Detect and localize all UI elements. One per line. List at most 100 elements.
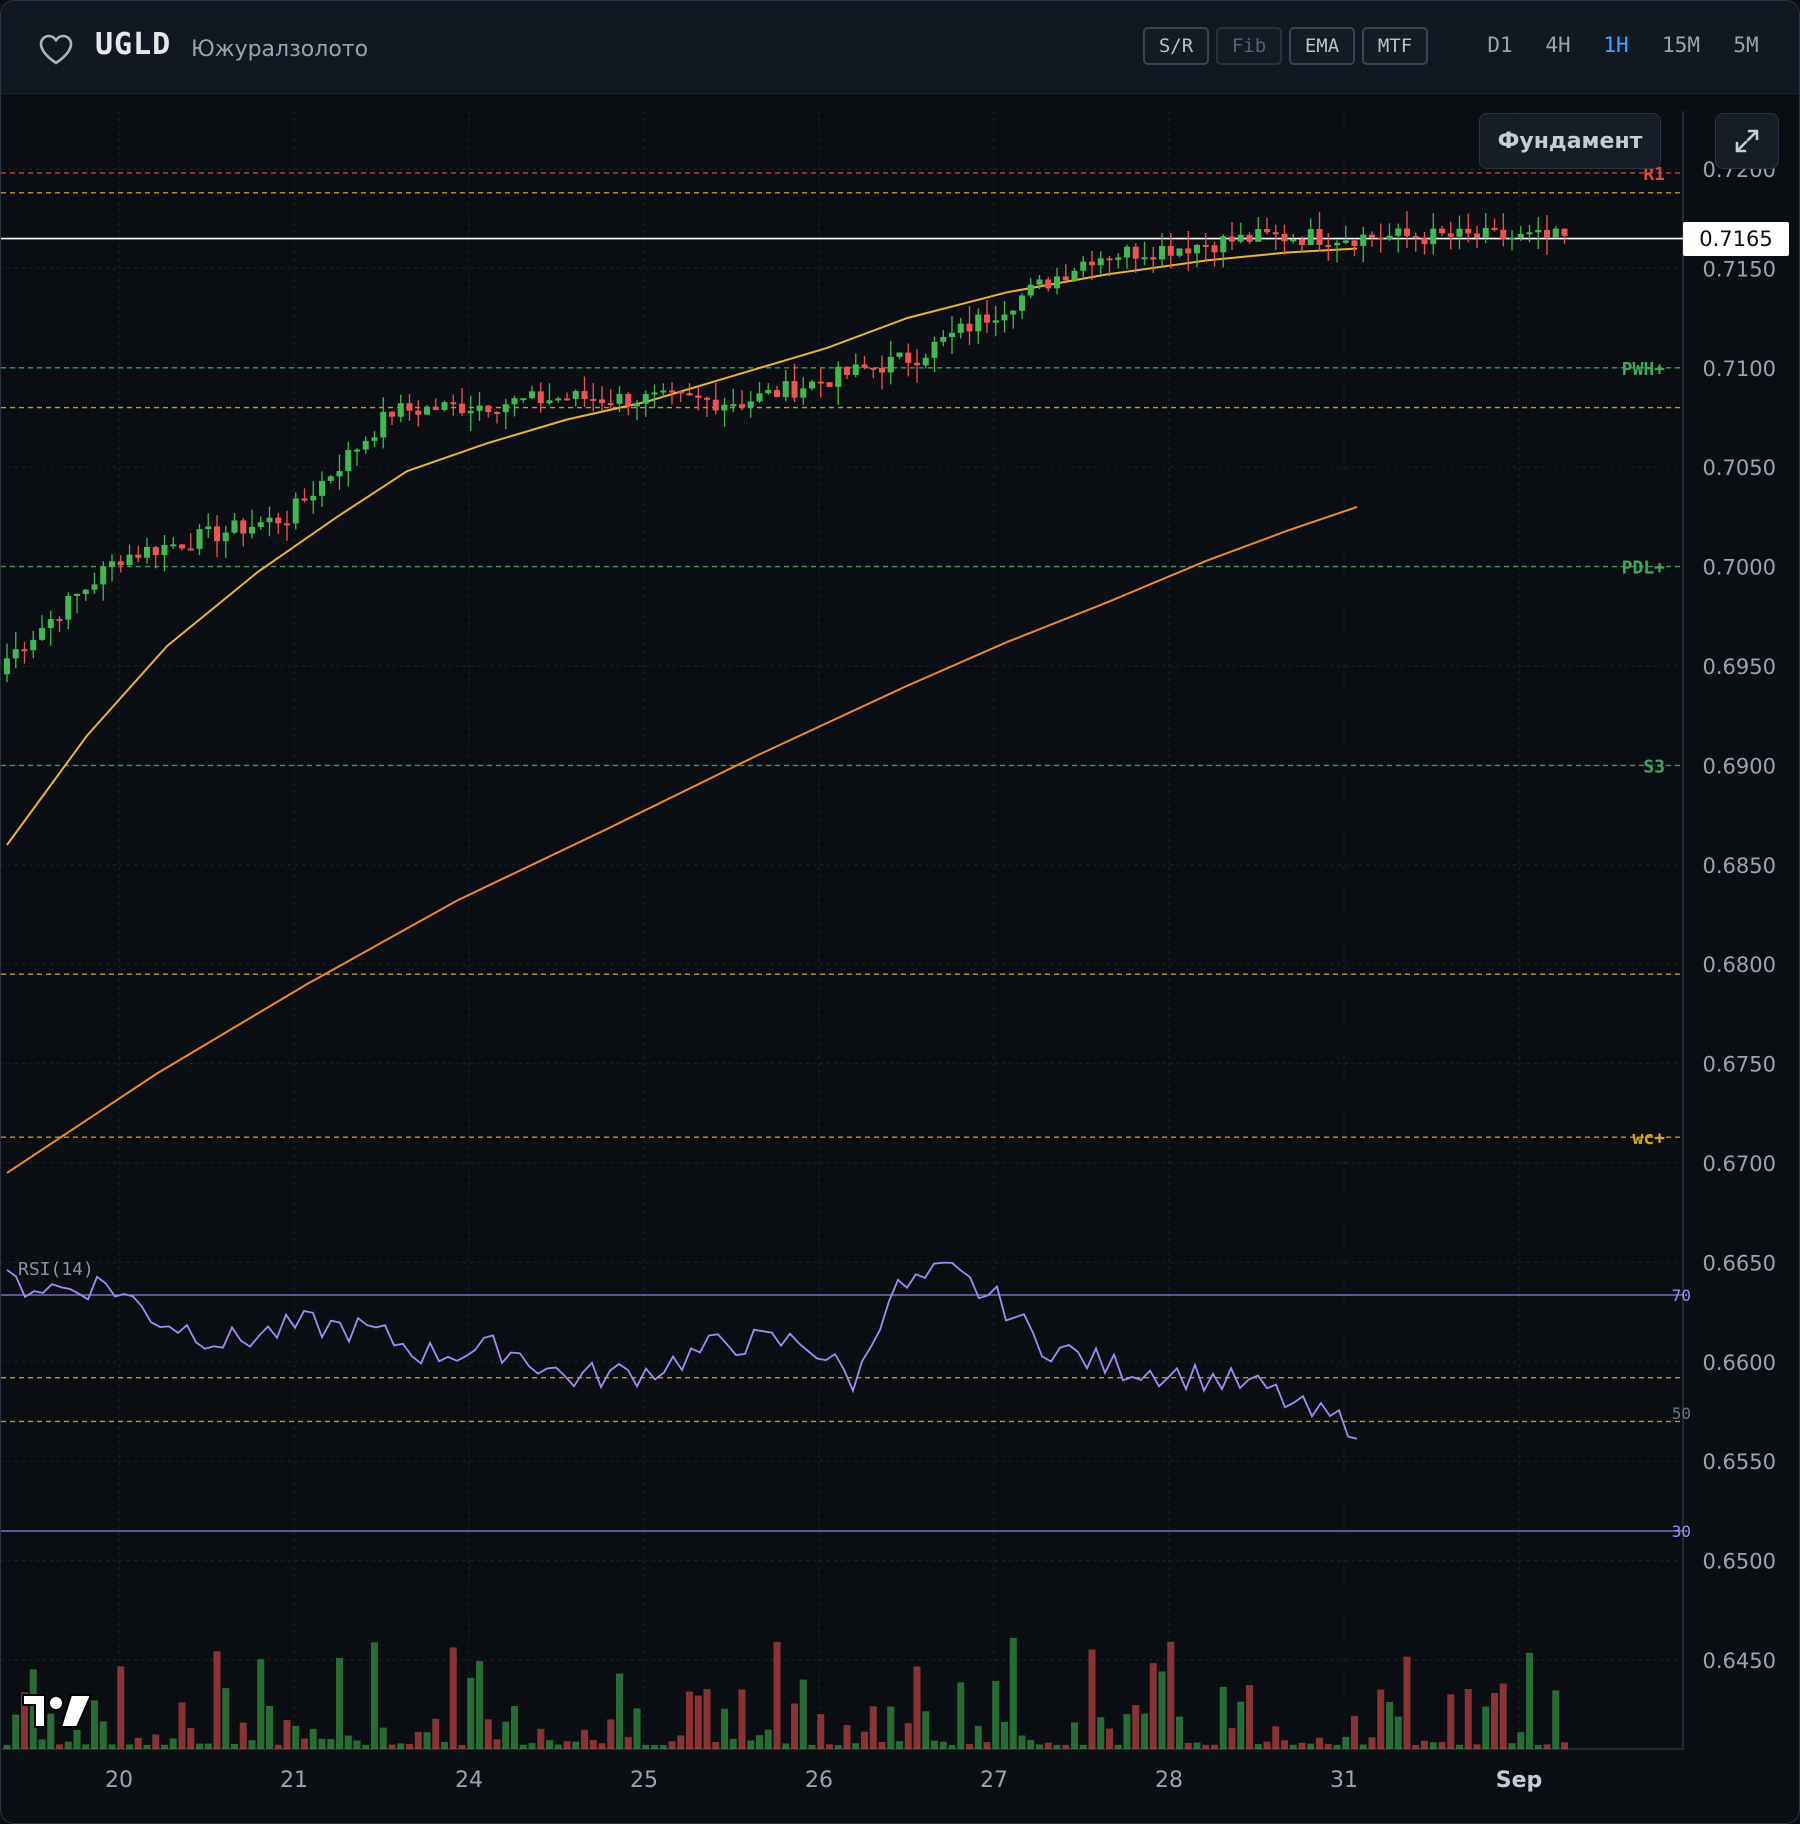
candle-body-127 [1115,257,1122,260]
volume-bar-118 [1036,1744,1043,1749]
candle-body-34 [301,498,308,501]
candle-body-53 [467,410,474,414]
candle-body-161 [1412,236,1419,239]
candle-body-55 [485,405,492,413]
candle-body-57 [502,404,509,413]
candle-body-137 [1202,244,1209,247]
volume-bar-45 [397,1743,405,1749]
volume-bar-6 [56,1744,63,1749]
candle-body-171 [1500,229,1507,240]
candle-body-167 [1465,228,1472,234]
candle-body-45 [397,403,404,417]
volume-bar-68 [598,1743,606,1749]
candle-body-156 [1369,234,1375,238]
candle-body-60 [529,391,535,399]
volume-bar-52 [458,1745,466,1749]
volume-bar-178 [1561,1742,1568,1749]
ema-toggle-button[interactable]: EMA [1289,27,1355,65]
x-tick-label-2: 24 [455,1768,483,1793]
candle-body-122 [1071,270,1078,281]
volume-bar-90 [791,1703,798,1749]
candle-body-44 [389,411,395,417]
y-tick-label-6: 0.6900 [1703,754,1776,778]
volume-bar-43 [379,1727,387,1749]
timeframe-d1[interactable]: D1 [1487,33,1513,57]
volume-bar-42 [371,1642,378,1749]
volume-bar-175 [1534,1744,1542,1749]
timeframe-1h[interactable]: 1H [1603,33,1629,57]
volume-bar-98 [861,1731,868,1749]
volume-bar-148 [1298,1742,1306,1749]
y-tick-label-8: 0.6800 [1703,953,1776,977]
candle-body-173 [1517,233,1524,238]
fundamental-button[interactable]: Фундамент [1479,113,1661,169]
volume-bar-61 [537,1728,545,1749]
volume-bar-160 [1403,1656,1411,1749]
volume-bar-62 [546,1740,553,1749]
volume-bar-143 [1254,1744,1262,1749]
fib-toggle-button[interactable]: Fib [1216,27,1282,65]
volume-bar-16 [143,1744,151,1749]
time-axis[interactable]: 20 21 24 25 26 27 28 31 Sep [105,1768,1542,1793]
candle-body-149 [1307,229,1314,245]
candle-body-61 [537,391,544,404]
volume-bar-2 [21,1692,28,1749]
sr-toggle-button[interactable]: S/R [1143,27,1209,65]
volume-bar-153 [1342,1736,1350,1749]
sr-levels: R1 PWH+ PDL+ S3 wc+ [1,164,1683,1423]
volume-bar-40 [353,1740,361,1749]
candle-body-73 [642,394,649,404]
candle-body-99 [870,367,877,370]
rsi-line [6,1261,1358,1440]
candle-body-6 [56,619,63,622]
volume-bar-71 [624,1736,632,1749]
candle-body-36 [319,480,325,496]
timeframe-15m[interactable]: 15M [1662,33,1700,57]
volume-bar-119 [1044,1742,1052,1749]
candle-body-30 [266,517,273,523]
candle-body-33 [292,498,299,524]
volume-bar-21 [187,1727,195,1749]
favorite-button[interactable] [37,31,75,69]
level-label-5: S3 [1643,756,1665,777]
volume-bar-69 [607,1719,615,1749]
price-axis[interactable]: 0.72000.71500.71000.70500.70000.69500.69… [1703,158,1776,1673]
y-tick-label-1: 0.7150 [1703,257,1776,281]
candle-body-91 [800,388,807,398]
volume-bar-132 [1158,1671,1166,1749]
timeframe-5m[interactable]: 5M [1733,33,1759,57]
volume-bar-123 [1079,1744,1087,1749]
candle-body-84 [739,404,745,408]
y-tick-label-11: 0.6650 [1703,1251,1776,1275]
volume-bar-174 [1526,1652,1533,1749]
volume-bar-85 [747,1740,755,1749]
volume-bar-58 [511,1706,518,1749]
candle-body-23 [205,526,212,530]
volume-bar-162 [1421,1740,1428,1749]
expand-button[interactable] [1715,113,1779,169]
candle-body-112 [984,314,990,323]
volume-bar-41 [362,1744,370,1749]
candle-body-15 [135,554,142,558]
candle-body-96 [844,366,850,376]
volume-bar-157 [1377,1689,1385,1749]
candle-body-109 [957,323,964,333]
volume-bar-113 [992,1680,1000,1749]
volume-bar-137 [1202,1744,1210,1749]
volume-bar-70 [616,1673,623,1749]
candle-body-66 [581,391,588,399]
volume-bar-141 [1237,1701,1245,1749]
mtf-toggle-button[interactable]: MTF [1362,27,1428,65]
volume-bar-54 [476,1661,483,1749]
volume-bar-127 [1114,1744,1122,1749]
volume-bar-46 [406,1743,413,1749]
volume-bar-121 [1062,1744,1070,1749]
candle-body-110 [966,323,973,332]
volume-bar-93 [817,1714,825,1749]
volume-bar-15 [134,1737,142,1749]
candle-body-11 [100,566,107,585]
candle-body-25 [222,532,229,542]
timeframe-4h[interactable]: 4H [1545,33,1571,57]
